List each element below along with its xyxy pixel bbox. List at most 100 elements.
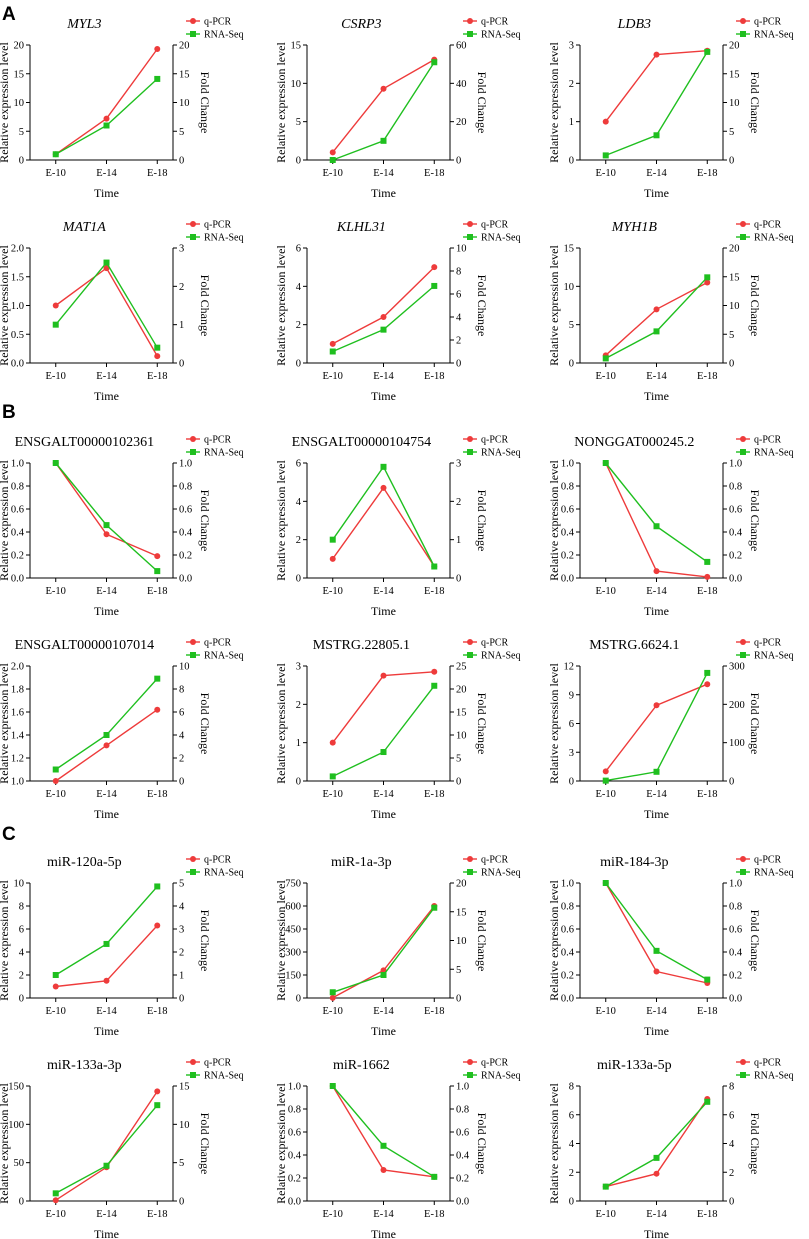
qpcr-point [602, 768, 609, 775]
legend-label: RNA-Seq [481, 1071, 520, 1082]
x-axis-label: Time [94, 807, 119, 821]
subplot-ensgalt00000104754: ENSGALT00000104754 0 2 4 6 0 1 2 3 E-10 E-14 E-18 Ti… [274, 435, 520, 619]
qpcr-series-line [55, 462, 158, 557]
legend-label: RNA-Seq [481, 448, 520, 459]
legend-label: q-PCR [481, 435, 509, 446]
legend-label: q-PCR [204, 638, 232, 649]
x-tick-label: E-14 [96, 1209, 117, 1220]
legend-marker [740, 1072, 746, 1078]
qpcr-point [103, 265, 110, 272]
qpcr-point [154, 922, 161, 929]
legend-label: q-PCR [204, 17, 232, 28]
right-tick-label: 2 [456, 497, 461, 508]
y-axis-label: Relative expression level [547, 663, 561, 784]
right-tick-label: 4 [456, 313, 462, 324]
left-tick-label: 0.8 [288, 1105, 301, 1116]
rnaseq-point [154, 1102, 161, 1109]
left-tick-label: 0.6 [561, 505, 574, 516]
left-tick-label: 0.8 [11, 482, 24, 493]
qpcr-point [380, 672, 387, 679]
subplot-ensgalt00000107014: ENSGALT00000107014 1.0 1.2 1.4 1.6 1.8 2.0 0 2 4 6… [0, 638, 243, 822]
legend-marker [190, 1072, 196, 1078]
x-tick-label: E-10 [323, 789, 343, 800]
right-tick-label: 0.4 [456, 1151, 470, 1162]
chart-title: MYH1B [611, 220, 658, 235]
qpcr-series-line [605, 882, 708, 984]
legend-marker [190, 234, 196, 240]
x-axis-label: Time [94, 604, 119, 618]
y2-axis-label: Fold Change [198, 1113, 212, 1175]
right-tick-label: 0 [456, 777, 461, 788]
right-tick-label: 5 [729, 330, 734, 341]
legend-label: q-PCR [481, 220, 509, 231]
x-axis-label: Time [94, 1227, 119, 1239]
right-tick-label: 0.0 [729, 574, 742, 585]
x-tick-label: E-14 [96, 1006, 117, 1017]
x-tick-label: E-14 [373, 168, 394, 179]
rnaseq-point [103, 259, 110, 266]
x-tick-label: E-18 [697, 586, 717, 597]
right-tick-label: 0.2 [179, 551, 192, 562]
right-tick-label: 3 [179, 244, 184, 255]
left-tick-label: 15 [14, 69, 25, 80]
qpcr-point [704, 573, 711, 580]
legend-marker [190, 856, 196, 862]
qpcr-point [154, 46, 161, 53]
right-tick-label: 0 [179, 994, 184, 1005]
left-tick-label: 3 [569, 748, 574, 759]
chart-title: miR-184-3p [600, 855, 668, 870]
y2-axis-label: Fold Change [475, 490, 489, 552]
left-tick-label: 2.0 [11, 244, 24, 255]
legend-label: q-PCR [204, 220, 232, 231]
left-tick-label: 2 [19, 971, 24, 982]
qpcr-point [154, 353, 161, 360]
right-tick-label: 4 [179, 902, 185, 913]
legend-marker [740, 652, 746, 658]
chart-title: LDB3 [617, 17, 651, 32]
x-tick-label: E-14 [373, 371, 394, 382]
legend-marker [467, 1072, 473, 1078]
right-tick-label: 0.6 [456, 1128, 469, 1139]
legend-marker [740, 869, 746, 875]
right-tick-label: 5 [179, 1158, 184, 1169]
right-tick-label: 15 [729, 69, 740, 80]
x-tick-label: E-18 [147, 168, 167, 179]
rnaseq-point [103, 1162, 110, 1169]
legend-marker [467, 31, 473, 37]
y-axis-label: Relative expression level [274, 663, 288, 784]
subplot-csrp3: CSRP3 0 5 10 15 0 20 40 60 E-10 E-14 E-18 Time Relati… [274, 17, 520, 201]
rnaseq-point [431, 904, 438, 911]
left-tick-label: 0 [569, 156, 574, 167]
x-tick-label: E-14 [96, 789, 117, 800]
rnaseq-point [431, 563, 438, 570]
x-tick-label: E-14 [373, 1006, 394, 1017]
right-tick-label: 10 [729, 301, 740, 312]
x-axis-label: Time [644, 807, 669, 821]
legend-marker [467, 436, 473, 442]
right-tick-label: 1.0 [179, 459, 192, 470]
right-tick-label: 2 [179, 754, 184, 765]
left-tick-label: 1.8 [11, 685, 24, 696]
qpcr-point [154, 1088, 161, 1095]
rnaseq-point [380, 972, 387, 978]
qpcr-series-line [332, 1085, 435, 1178]
left-tick-label: 0.0 [11, 359, 24, 370]
left-tick-label: 1.5 [11, 272, 24, 283]
qpcr-point [52, 1197, 59, 1204]
rnaseq-point [602, 880, 609, 886]
left-tick-label: 2.0 [11, 662, 24, 673]
x-axis-label: Time [644, 389, 669, 403]
right-tick-label: 200 [729, 700, 745, 711]
qpcr-point [154, 706, 161, 713]
left-tick-label: 5 [19, 127, 24, 138]
qpcr-point [431, 264, 438, 271]
rnaseq-point [154, 75, 161, 82]
x-axis-label: Time [371, 1024, 396, 1038]
right-tick-label: 0 [456, 156, 461, 167]
subplot-mstrg-22805-1: MSTRG.22805.1 0 1 2 3 0 5 10 15 20 25 E-10 E-14 E-18 T… [274, 638, 520, 822]
legend-label: RNA-Seq [754, 868, 793, 879]
left-tick-label: 1.0 [11, 459, 24, 470]
left-tick-label: 0 [19, 1197, 24, 1208]
rnaseq-series-line [55, 886, 158, 976]
